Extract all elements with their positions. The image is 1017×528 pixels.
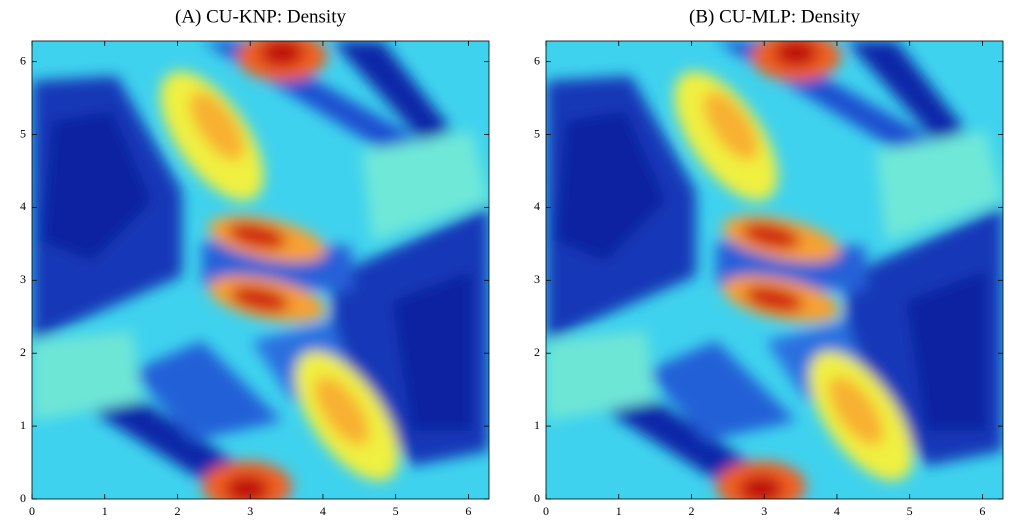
contour-field	[32, 31, 489, 511]
y-tick-label: 5	[20, 126, 26, 140]
y-tick-label: 5	[534, 126, 540, 140]
x-tick-label: 1	[102, 504, 108, 518]
x-tick-label: 3	[761, 504, 767, 518]
panel-title: (A) CU-KNP: Density	[175, 6, 346, 27]
x-tick-label: 5	[907, 504, 913, 518]
y-tick-label: 6	[20, 53, 26, 67]
y-tick-label: 4	[20, 199, 26, 213]
x-tick-label: 4	[834, 504, 840, 518]
x-tick-label: 0	[543, 504, 549, 518]
x-tick-label: 1	[616, 504, 622, 518]
y-tick-label: 1	[534, 418, 540, 432]
x-tick-label: 3	[247, 504, 253, 518]
y-tick-label: 3	[20, 272, 26, 286]
y-tick-label: 0	[534, 491, 540, 505]
panel: (A) CU-KNP: Density 0 1 2 3 4 5 6 0 1 2 3 4 5 6	[20, 6, 490, 518]
y-tick-label: 0	[20, 491, 26, 505]
plot-frame	[31, 40, 490, 500]
y-tick-label: 6	[534, 53, 540, 67]
y-tick-label: 2	[20, 345, 26, 359]
panel: (B) CU-MLP: Density 0 1 2 3 4 5 6 0 1 2 3 4 5 6	[534, 6, 1004, 518]
x-tick-label: 0	[29, 504, 35, 518]
y-tick-label: 3	[534, 272, 540, 286]
x-tick-label: 2	[688, 504, 694, 518]
x-tick-label: 2	[174, 504, 180, 518]
panel-title: (B) CU-MLP: Density	[689, 6, 861, 27]
contour-field	[546, 31, 1003, 511]
y-tick-label: 1	[20, 418, 26, 432]
x-tick-label: 6	[979, 504, 985, 518]
y-tick-label: 2	[534, 345, 540, 359]
x-tick-label: 4	[320, 504, 326, 518]
contour-image	[32, 31, 489, 511]
plot-frame	[545, 40, 1004, 500]
x-tick-label: 6	[465, 504, 471, 518]
x-tick-label: 5	[393, 504, 399, 518]
y-tick-label: 4	[534, 199, 540, 213]
contour-image	[546, 31, 1003, 511]
